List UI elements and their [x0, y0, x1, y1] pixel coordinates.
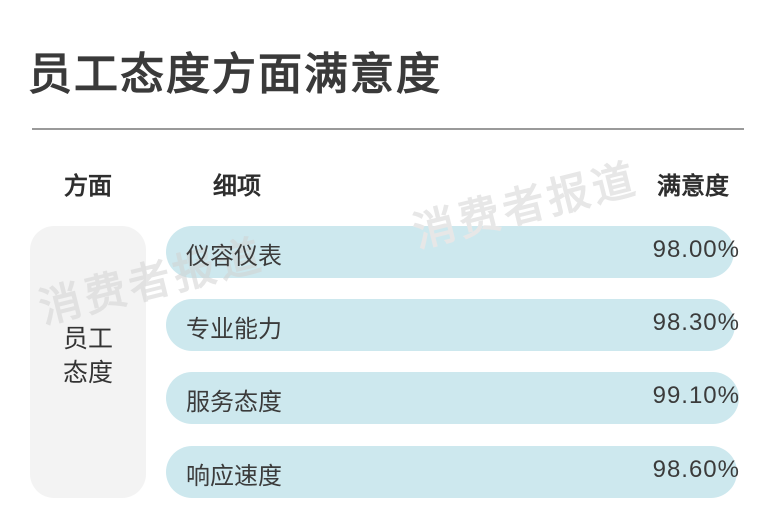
bar-row: 专业能力 98.30%	[166, 299, 744, 351]
bar-category-label: 仪容仪表	[186, 242, 282, 270]
bar-value-label: 98.30%	[652, 309, 740, 336]
bar-category-label: 响应速度	[186, 462, 282, 490]
page-title: 员工态度方面满意度	[28, 49, 442, 100]
bar	[166, 372, 739, 424]
bar-category-label: 服务态度	[186, 388, 282, 416]
bar-value-label: 99.10%	[652, 382, 740, 409]
bar-row: 响应速度 98.60%	[166, 446, 744, 498]
bar	[166, 446, 737, 498]
bar-category-label: 专业能力	[186, 315, 282, 343]
header-item: 细项	[213, 172, 261, 200]
bar-row: 服务态度 99.10%	[166, 372, 744, 424]
aspect-label-line1: 员工	[62, 324, 113, 353]
bar-value-label: 98.00%	[652, 236, 740, 263]
title-divider	[32, 128, 744, 130]
aspect-label-line2: 态度	[62, 358, 113, 387]
bar	[166, 226, 734, 278]
bar-row: 仪容仪表 98.00%	[166, 226, 744, 278]
aspect-cell	[30, 226, 146, 498]
aspect-label: 员工 态度	[60, 322, 116, 390]
header-satisfaction: 满意度	[657, 172, 729, 200]
bar-value-label: 98.60%	[652, 456, 740, 483]
header-aspect: 方面	[64, 172, 112, 200]
bar	[166, 299, 735, 351]
